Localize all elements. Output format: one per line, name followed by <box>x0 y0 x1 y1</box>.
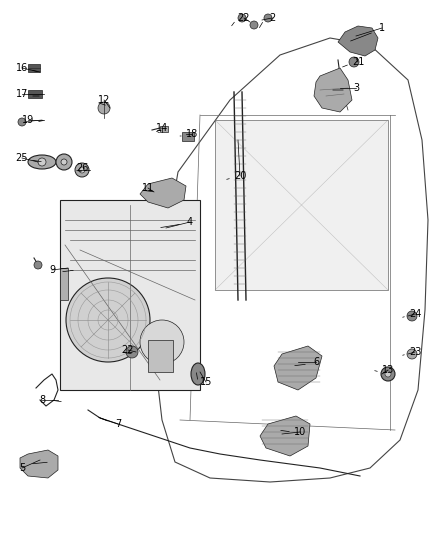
Circle shape <box>18 118 26 126</box>
Circle shape <box>238 14 246 22</box>
Polygon shape <box>215 120 388 290</box>
Circle shape <box>61 159 67 165</box>
Polygon shape <box>60 268 68 300</box>
Circle shape <box>407 349 417 359</box>
Text: 22: 22 <box>122 345 134 355</box>
Polygon shape <box>274 346 322 390</box>
Text: 18: 18 <box>186 129 198 139</box>
Text: 14: 14 <box>156 123 168 133</box>
Text: 25: 25 <box>16 153 28 163</box>
Text: 15: 15 <box>200 377 212 387</box>
Circle shape <box>126 346 138 358</box>
Text: 12: 12 <box>98 95 110 105</box>
Bar <box>28 64 40 72</box>
Circle shape <box>66 278 150 362</box>
Text: 7: 7 <box>115 419 121 429</box>
Polygon shape <box>314 68 352 112</box>
Text: 21: 21 <box>352 57 364 67</box>
Text: 2: 2 <box>269 13 275 23</box>
Text: 13: 13 <box>382 365 394 375</box>
Circle shape <box>381 367 395 381</box>
Text: 26: 26 <box>76 163 88 173</box>
Bar <box>28 90 42 98</box>
Polygon shape <box>260 416 310 456</box>
Text: 6: 6 <box>313 357 319 367</box>
Circle shape <box>250 21 258 29</box>
Circle shape <box>56 154 72 170</box>
Bar <box>60 200 200 390</box>
Text: 16: 16 <box>16 63 28 73</box>
Circle shape <box>75 163 89 177</box>
Text: 9: 9 <box>49 265 55 275</box>
Bar <box>182 132 194 141</box>
Text: 22: 22 <box>238 13 250 23</box>
Text: 4: 4 <box>187 217 193 227</box>
Polygon shape <box>140 178 186 208</box>
Circle shape <box>407 311 417 321</box>
Bar <box>148 340 173 372</box>
Circle shape <box>34 261 42 269</box>
Ellipse shape <box>28 155 56 169</box>
Ellipse shape <box>191 363 205 385</box>
Text: 3: 3 <box>353 83 359 93</box>
Circle shape <box>264 14 272 22</box>
Text: 23: 23 <box>409 347 421 357</box>
Text: 24: 24 <box>409 309 421 319</box>
Text: 1: 1 <box>379 23 385 33</box>
Circle shape <box>140 320 184 364</box>
Text: 19: 19 <box>22 115 34 125</box>
Text: 17: 17 <box>16 89 28 99</box>
Text: 20: 20 <box>234 171 246 181</box>
Polygon shape <box>338 26 378 56</box>
Text: 10: 10 <box>294 427 306 437</box>
Text: 8: 8 <box>39 395 45 405</box>
Text: 11: 11 <box>142 183 154 193</box>
Circle shape <box>98 102 110 114</box>
Polygon shape <box>20 450 58 478</box>
Circle shape <box>38 158 46 166</box>
Circle shape <box>349 57 359 67</box>
Bar <box>160 126 168 132</box>
Circle shape <box>79 167 85 173</box>
Circle shape <box>385 371 391 377</box>
Text: 5: 5 <box>19 463 25 473</box>
